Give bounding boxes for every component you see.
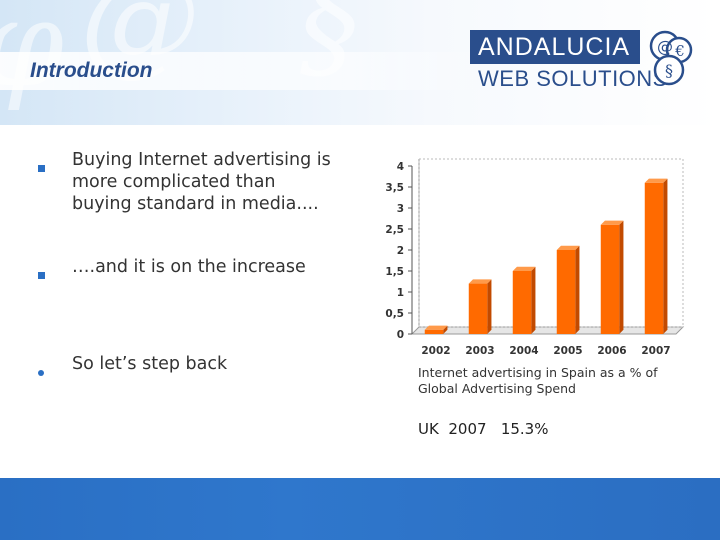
bar-top bbox=[512, 266, 536, 271]
chart-bars bbox=[424, 178, 668, 334]
bar-top bbox=[424, 325, 448, 330]
y-tick-label: 3 bbox=[397, 203, 404, 215]
chart-floor bbox=[410, 326, 685, 335]
bar-2006 bbox=[600, 224, 620, 334]
bullet-1-line-1: Buying Internet advertising is bbox=[72, 150, 331, 170]
bullet-text-1: Buying Internet advertising is more comp… bbox=[72, 149, 331, 215]
x-tick-label: 2004 bbox=[509, 345, 538, 357]
bar-2007 bbox=[644, 182, 664, 334]
bullet-marker-2 bbox=[38, 263, 45, 285]
y-tick-label: 4 bbox=[397, 161, 404, 173]
x-tick-label: 2005 bbox=[553, 345, 582, 357]
y-tick-label: 1,5 bbox=[385, 266, 404, 278]
svg-text:€: € bbox=[674, 42, 685, 60]
bar-top bbox=[600, 220, 624, 225]
bar-side bbox=[663, 178, 668, 334]
svg-text:§: § bbox=[665, 61, 673, 80]
bar-top bbox=[556, 245, 580, 250]
bullet-text-3: So let’s step back bbox=[72, 353, 227, 375]
bar-side bbox=[487, 279, 492, 334]
bar-2005 bbox=[556, 250, 576, 334]
bar-side bbox=[575, 245, 580, 334]
bullet-1-line-2: more complicated than bbox=[72, 172, 276, 192]
y-tick-label: 3,5 bbox=[385, 182, 404, 194]
title-bar bbox=[0, 52, 500, 90]
chart-labels: 0 0,5 1 1,5 2 2,5 3 3,5 4 2002 2003 2004 2005 2006 200… bbox=[385, 161, 670, 357]
bar-2002 bbox=[424, 329, 444, 334]
bullet-1-line-3: buying standard in media.... bbox=[72, 194, 319, 214]
bullet-marker-1 bbox=[38, 156, 45, 178]
bar-side bbox=[443, 325, 448, 334]
x-tick-label: 2006 bbox=[597, 345, 626, 357]
chart-axes bbox=[408, 158, 685, 335]
x-tick-label: 2002 bbox=[421, 345, 450, 357]
x-tick-label: 2003 bbox=[465, 345, 494, 357]
bar-2003 bbox=[468, 283, 488, 334]
bar-top bbox=[468, 279, 492, 284]
company-logo: ANDALUCIA WEB SOLUTIONS @ € § bbox=[470, 30, 705, 95]
y-tick-label: 0 bbox=[397, 329, 404, 341]
logo-line1: ANDALUCIA bbox=[470, 30, 640, 64]
bullet-3-line-1: So let’s step back bbox=[72, 354, 228, 374]
logo-emblem-icon: @ € § bbox=[649, 30, 693, 86]
bar-side bbox=[531, 266, 536, 334]
y-tick-label: 2,5 bbox=[385, 224, 404, 236]
x-tick-label: 2007 bbox=[641, 345, 670, 357]
y-tick-label: 2 bbox=[397, 245, 404, 257]
chart-caption: Internet advertising in Spain as a % of … bbox=[418, 365, 708, 397]
bar-chart: 0 0,5 1 1,5 2 2,5 3 3,5 4 2002 2003 2004 2005 2006 200… bbox=[385, 158, 685, 357]
bullet-text-2: ….and it is on the increase bbox=[72, 256, 306, 278]
y-tick-label: 1 bbox=[397, 287, 404, 299]
bar-top bbox=[644, 178, 668, 183]
uk-note: UK 2007 15.3% bbox=[418, 420, 549, 438]
caption-line-2: Global Advertising Spend bbox=[418, 381, 576, 396]
y-tick-label: 0,5 bbox=[385, 308, 404, 320]
bar-side bbox=[619, 220, 624, 334]
slide-header: φ @ § Introduction ANDALUCIA WEB SOLUTIO… bbox=[0, 0, 720, 125]
bullet-2-line-1: ….and it is on the increase bbox=[72, 257, 306, 277]
chart-back-wall bbox=[418, 158, 684, 328]
slide-title: Introduction bbox=[30, 59, 153, 82]
bullet-marker-3 bbox=[38, 360, 44, 382]
logo-line2: WEB SOLUTIONS bbox=[478, 66, 668, 91]
bar-2004 bbox=[512, 271, 532, 334]
caption-line-1: Internet advertising in Spain as a % of bbox=[418, 365, 658, 380]
slide-footer bbox=[0, 478, 720, 540]
svg-text:@: @ bbox=[657, 37, 673, 56]
